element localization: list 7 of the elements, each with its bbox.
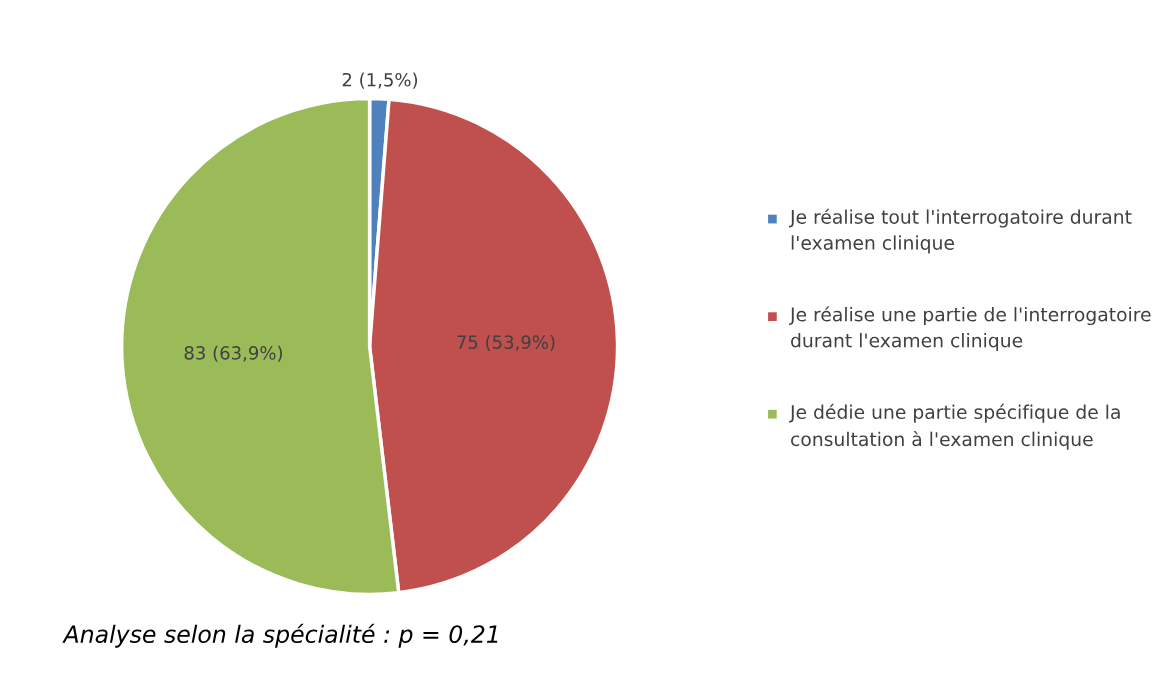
data-label: 2 (1,5%): [342, 72, 418, 89]
legend-label: Je réalise tout l'interrogatoire durant l'examen clinique: [789, 208, 1132, 254]
data-label: 83 (63,9%): [184, 345, 282, 362]
legend-label: Je réalise une partie de l'interrogatoire durant l'examen clinique: [789, 306, 1151, 352]
legend-label: Je dédie une partie spécifique de la consultation à l'examen clinique: [789, 403, 1120, 450]
data-label: 75 (53,9%): [457, 335, 555, 352]
text: Analyse selon la spécialité : p = 0,21: [62, 623, 498, 648]
